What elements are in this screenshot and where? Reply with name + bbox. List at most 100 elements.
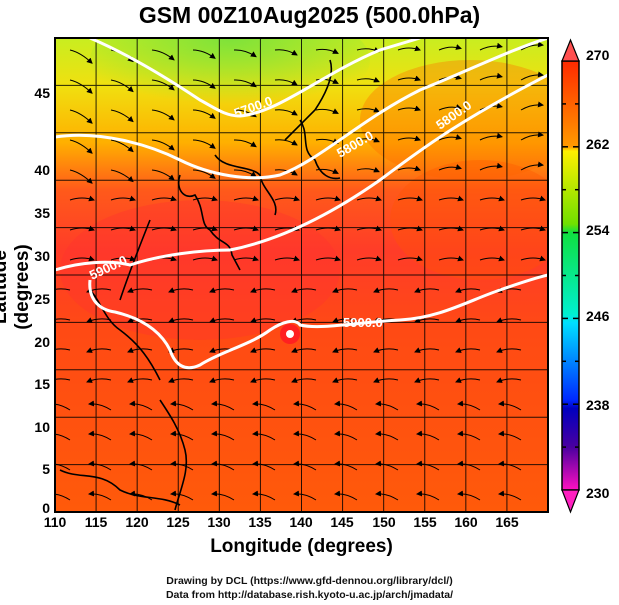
streamline-arrow — [168, 377, 194, 383]
streamline-arrow — [416, 430, 440, 441]
streamline-arrow — [397, 165, 421, 172]
streamline-arrow — [170, 430, 194, 441]
y-tick: 45 — [34, 85, 50, 101]
streamline-arrow — [209, 287, 235, 293]
x-tick: 115 — [84, 514, 108, 530]
grid-lines — [55, 38, 548, 512]
streamline-arrow — [498, 400, 522, 411]
y-tick: 30 — [34, 248, 50, 264]
streamline-arrow — [397, 255, 423, 262]
streamline-arrow — [110, 169, 134, 183]
streamline-arrow — [498, 490, 522, 501]
streamline-arrow — [55, 348, 71, 351]
x-tick: 110 — [43, 514, 67, 530]
streamline-arrow — [397, 195, 423, 202]
colorbar-label: 238 — [586, 397, 610, 413]
streamline-arrow — [455, 287, 481, 293]
streamline-arrow — [233, 225, 259, 232]
streamline-arrow — [55, 433, 71, 441]
streamline-arrow — [69, 79, 93, 94]
streamline-arrow — [55, 493, 71, 501]
streamline-arrow — [291, 377, 317, 383]
streamline-arrow — [315, 48, 339, 54]
streamline-arrow — [88, 490, 112, 501]
streamline-arrow — [127, 377, 153, 383]
streamline-arrow — [479, 42, 503, 51]
streamline-arrow — [252, 460, 276, 471]
contour-5800 — [55, 38, 548, 180]
geopotential-contours — [55, 38, 548, 370]
y-tick: 35 — [34, 205, 50, 221]
streamline-arrow — [373, 377, 399, 383]
streamline-arrow — [479, 132, 503, 141]
streamline-arrow — [496, 377, 522, 383]
streamline-arrow — [211, 490, 235, 501]
streamline-arrow — [315, 255, 341, 262]
x-tick: 150 — [372, 514, 396, 530]
streamline-arrow — [356, 106, 380, 113]
streamline-arrow — [438, 195, 464, 202]
streamline-arrow — [414, 377, 440, 383]
streamline-arrow — [438, 134, 462, 141]
streamline-arrow — [455, 377, 481, 383]
streamline-arrow — [192, 49, 216, 59]
streamline-arrow — [315, 195, 341, 202]
streamline-arrow — [356, 255, 382, 262]
streamline-arrow — [110, 255, 136, 262]
streamline-arrow — [127, 287, 153, 293]
streamline-arrow — [520, 101, 544, 111]
streamline-arrow — [416, 490, 440, 501]
streamline-arrow — [209, 377, 235, 383]
streamline-arrow — [211, 430, 235, 441]
streamline-arrow — [151, 79, 175, 91]
streamline-arrow — [233, 109, 257, 118]
streamline-arrow — [151, 195, 177, 202]
streamline-arrow — [233, 49, 257, 58]
streamline-arrow — [86, 347, 112, 353]
streamline-arrow — [274, 195, 300, 202]
colorbar-label: 262 — [586, 136, 610, 152]
streamline-arrow — [55, 403, 71, 411]
streamline-arrow — [397, 135, 421, 142]
streamline-arrow — [110, 225, 136, 232]
streamline-arrow — [356, 136, 380, 143]
streamline-arrow — [129, 460, 153, 471]
streamline-arrow — [274, 139, 298, 146]
streamline-arrow — [55, 288, 71, 291]
streamline-arrow — [88, 460, 112, 471]
colorbar-label: 246 — [586, 308, 610, 324]
streamline-arrow — [479, 162, 503, 171]
streamline-arrow — [192, 195, 218, 202]
y-axis-label: Latitude (degrees) — [0, 244, 33, 330]
streamline-arrow — [479, 72, 503, 81]
streamline-arrow — [69, 49, 93, 64]
streamline-arrow — [274, 255, 300, 262]
streamline-arrow — [332, 377, 358, 383]
y-tick: 5 — [42, 461, 50, 477]
streamline-arrow — [55, 463, 71, 471]
streamline-arrow — [356, 195, 382, 202]
streamline-arrow — [233, 255, 259, 262]
credit-drawing: Drawing by DCL (https://www.gfd-dennou.o… — [166, 575, 453, 587]
streamline-arrow — [375, 460, 399, 471]
streamline-arrow — [291, 287, 317, 293]
x-tick: 120 — [125, 514, 149, 530]
streamline-arrow — [438, 164, 462, 171]
y-tick: 20 — [34, 334, 50, 350]
streamline-arrow — [233, 139, 257, 148]
streamline-arrow — [110, 139, 134, 153]
colorbar-max-arrow — [561, 38, 580, 62]
streamline-arrow — [315, 108, 339, 114]
streamline-arrow — [250, 377, 276, 383]
streamline-arrow — [291, 347, 317, 353]
streamline-arrow — [129, 400, 153, 411]
streamline-arrow — [416, 400, 440, 411]
x-tick: 125 — [166, 514, 190, 530]
streamline-arrow — [457, 490, 481, 501]
streamline-arrow — [356, 225, 382, 232]
streamline-arrow — [397, 225, 423, 232]
streamline-arrow — [55, 318, 71, 321]
streamline-arrow — [332, 317, 358, 323]
streamline-arrow — [479, 255, 505, 262]
